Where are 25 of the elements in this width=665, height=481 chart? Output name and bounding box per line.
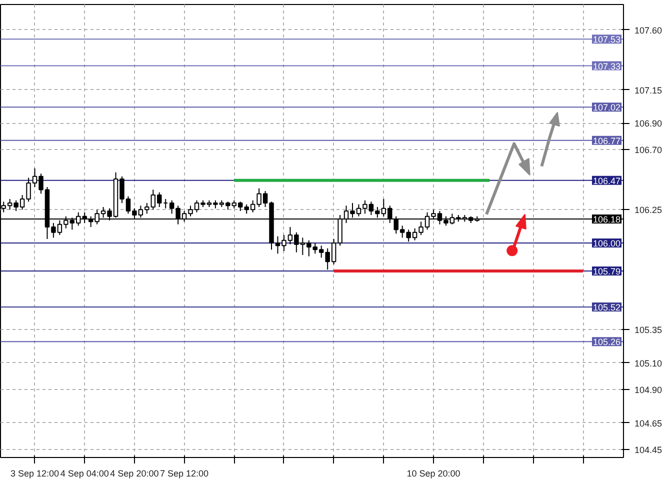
x-tick-label: 4 Sep 20:00 [110, 468, 159, 478]
ref-line-label: 107.02 [592, 102, 621, 113]
x-tick-label: 3 Sep 12:00 [10, 468, 60, 478]
x-tick-label: 7 Sep 12:00 [160, 468, 209, 478]
y-tick-label: 106.70 [634, 145, 662, 156]
ref-line-label: 107.33 [592, 61, 621, 72]
y-tick-label: 104.45 [634, 445, 662, 456]
ref-line-label: 105.79 [592, 266, 621, 276]
ref-line-label: 106.18 [592, 214, 621, 225]
y-tick-label: 104.65 [634, 418, 662, 428]
ref-line-label: 105.26 [592, 337, 621, 348]
y-tick-label: 105.35 [634, 325, 662, 336]
y-tick-label: 106.25 [634, 205, 662, 216]
y-tick-label: 107.60 [634, 25, 662, 36]
x-tick-label: 4 Sep 04:00 [60, 468, 109, 478]
ref-line-label: 107.53 [592, 34, 621, 45]
ref-line-label: 106.00 [592, 238, 621, 248]
y-tick-label: 106.90 [634, 118, 662, 129]
y-tick-label: 104.90 [634, 385, 662, 396]
y-tick-label: 105.10 [634, 358, 662, 368]
x-tick-label: 10 Sep 20:00 [406, 468, 460, 478]
ref-line-label: 105.52 [592, 302, 621, 312]
ref-line-label: 106.77 [592, 136, 621, 146]
ref-line-label: 106.47 [592, 176, 621, 186]
y-tick-label: 107.15 [634, 85, 662, 96]
